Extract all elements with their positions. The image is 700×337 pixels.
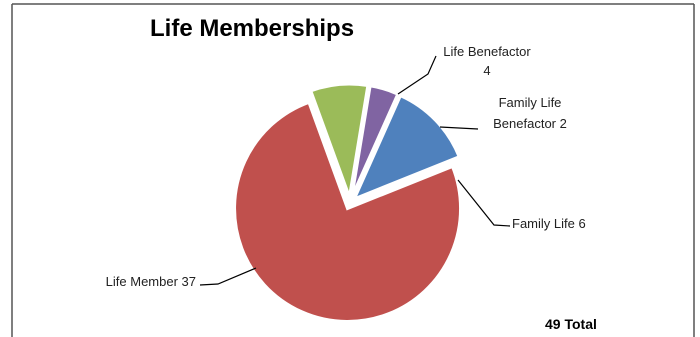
pie-slice-life-member-37: [233, 100, 463, 323]
chart-title: Life Memberships: [150, 15, 354, 42]
total-label: 49 Total: [545, 316, 597, 332]
leader-line: [199, 267, 257, 286]
slice-label: 4: [483, 63, 490, 78]
slice-label: Life Benefactor: [443, 44, 531, 59]
leader-line: [439, 126, 479, 130]
slice-label: Family Life 6: [512, 216, 586, 231]
leader-line: [457, 179, 511, 227]
slice-label: Family Life: [499, 95, 562, 110]
pie-slices: [233, 82, 463, 323]
pie-slice-family-life-6: [351, 93, 462, 202]
leader-line: [397, 55, 437, 95]
slice-labels: Life Benefactor 4 Family Life Benefactor 2 F…: [106, 44, 586, 289]
pie-slice-life-benefactor: [308, 82, 370, 203]
slice-label: Benefactor 2: [493, 116, 567, 131]
leader-lines: [199, 55, 511, 286]
slice-label: Life Member 37: [106, 274, 196, 289]
pie-slice-family-life: [350, 84, 400, 198]
